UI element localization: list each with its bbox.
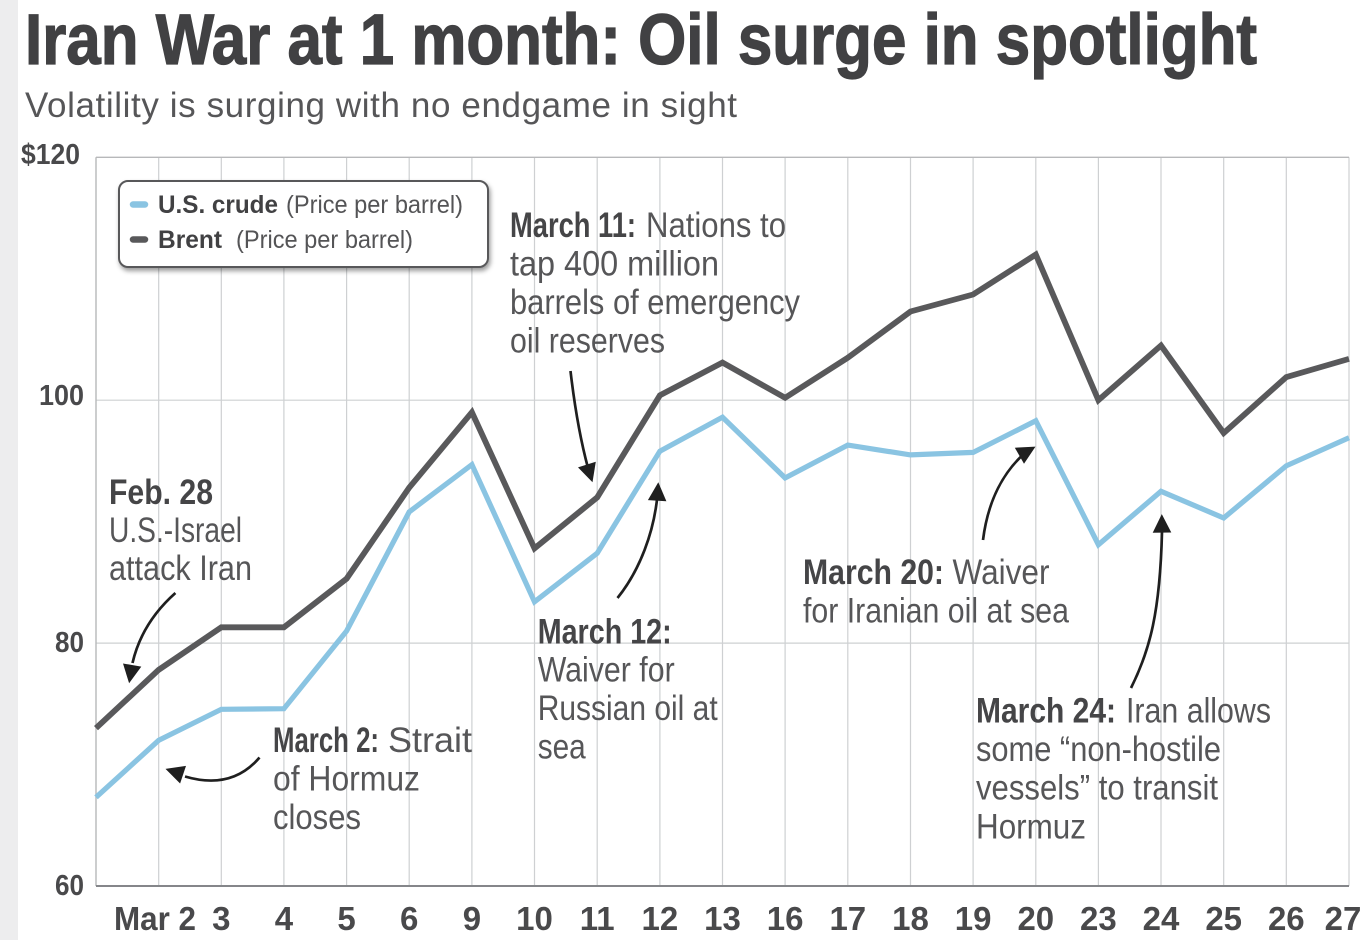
svg-text:13: 13	[704, 900, 741, 937]
svg-text:Hormuz: Hormuz	[976, 807, 1086, 846]
svg-text:27: 27	[1325, 900, 1362, 937]
svg-text:(Price per barrel): (Price per barrel)	[236, 226, 413, 254]
svg-text:vessels” to transit: vessels” to transit	[976, 769, 1218, 808]
svg-text:Iran allows: Iran allows	[1126, 691, 1271, 730]
svg-text:4: 4	[275, 900, 294, 937]
svg-text:60: 60	[55, 870, 84, 902]
svg-text:closes: closes	[273, 798, 361, 837]
svg-text:5: 5	[337, 900, 355, 937]
svg-text:19: 19	[955, 900, 992, 937]
svg-text:(Price per barrel): (Price per barrel)	[286, 191, 463, 219]
svg-text:$120: $120	[21, 139, 80, 171]
svg-text:Russian oil at: Russian oil at	[538, 689, 718, 728]
svg-text:16: 16	[767, 900, 804, 937]
svg-text:80: 80	[55, 627, 84, 659]
svg-text:attack Iran: attack Iran	[109, 549, 252, 588]
svg-text:sea: sea	[538, 727, 586, 766]
svg-text:Feb. 28: Feb. 28	[109, 473, 213, 512]
svg-text:24: 24	[1143, 900, 1180, 937]
svg-text:20: 20	[1017, 900, 1054, 937]
svg-text:18: 18	[892, 900, 929, 937]
svg-text:U.S.-Israel: U.S.-Israel	[109, 511, 242, 550]
svg-text:March 12:: March 12:	[538, 612, 672, 651]
svg-text:9: 9	[463, 900, 481, 937]
svg-text:tap 400 million: tap 400 million	[510, 245, 719, 284]
svg-text:Nations to: Nations to	[646, 206, 786, 245]
svg-text:Strait: Strait	[388, 721, 472, 760]
svg-text:26: 26	[1268, 900, 1305, 937]
svg-text:6: 6	[400, 900, 418, 937]
svg-text:U.S. crude: U.S. crude	[158, 191, 278, 219]
svg-text:some “non-hostile: some “non-hostile	[976, 730, 1221, 769]
svg-text:Brent: Brent	[158, 226, 223, 254]
svg-text:Iran War at 1 month: Oil surge: Iran War at 1 month: Oil surge in spotli…	[25, 1, 1257, 80]
svg-text:March 24:: March 24:	[976, 691, 1116, 730]
svg-text:Waiver for: Waiver for	[538, 651, 675, 690]
svg-text:oil reserves: oil reserves	[510, 322, 665, 361]
svg-text:March 11:: March 11:	[510, 206, 636, 245]
svg-text:of Hormuz: of Hormuz	[273, 760, 420, 799]
svg-text:Volatility is surging with no: Volatility is surging with no endgame in…	[25, 86, 737, 125]
svg-text:25: 25	[1205, 900, 1242, 937]
svg-text:March 2:: March 2:	[273, 721, 379, 760]
svg-text:Mar 2: Mar 2	[114, 900, 196, 937]
svg-text:12: 12	[642, 900, 679, 937]
svg-text:11: 11	[580, 900, 615, 937]
svg-text:3: 3	[212, 900, 230, 937]
svg-text:17: 17	[829, 900, 866, 937]
svg-text:23: 23	[1080, 900, 1117, 937]
svg-text:Waiver: Waiver	[953, 553, 1050, 592]
svg-text:10: 10	[516, 900, 553, 937]
svg-text:for Iranian oil at sea: for Iranian oil at sea	[803, 592, 1069, 631]
svg-text:100: 100	[39, 380, 84, 412]
svg-text:March 20:: March 20:	[803, 553, 944, 592]
svg-text:barrels of emergency: barrels of emergency	[510, 283, 800, 322]
